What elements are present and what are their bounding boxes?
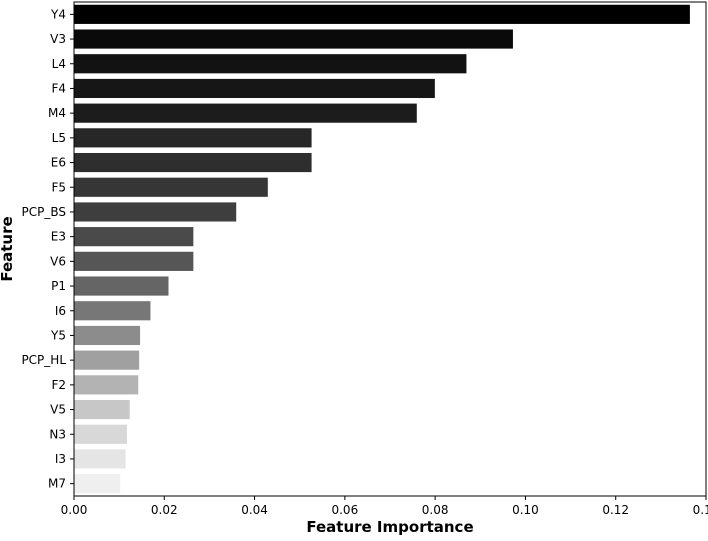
y-tick-label: F4 [51, 81, 66, 95]
y-axis-ticks: Y4 V3 L4 F4 M4 L5 E6 F5 PCP_BS E3 V6 P1 I6 Y5 PCP_HL F2… [21, 7, 74, 491]
y-axis-title: Feature [0, 216, 16, 281]
bar-v5 [73, 399, 131, 420]
bar-e6 [73, 152, 313, 173]
y-tick-label: PCP_BS [22, 205, 67, 219]
y-tick-label: V5 [50, 403, 66, 417]
y-tick-label: Y5 [50, 328, 66, 342]
x-tick-label: 0.04 [241, 503, 268, 517]
bar-i3 [73, 448, 127, 470]
bar-l5 [73, 127, 313, 149]
y-tick-label: V6 [50, 254, 66, 268]
bars-group [73, 4, 691, 494]
bar-l4 [73, 53, 468, 74]
x-axis-ticks: 0.00 0.02 0.04 0.06 0.08 0.10 0.12 0.14 [61, 496, 708, 517]
bar-pcp-hl [73, 349, 140, 371]
bar-m4 [73, 102, 418, 124]
bar-e3 [73, 226, 194, 247]
y-tick-label: Y4 [50, 7, 66, 21]
x-tick-label: 0.14 [693, 503, 708, 517]
y-tick-label: V3 [50, 32, 66, 46]
bar-v6 [73, 251, 194, 272]
bar-n3 [73, 424, 128, 445]
x-tick-label: 0.12 [602, 503, 629, 517]
y-tick-label: M4 [48, 106, 66, 120]
y-tick-label: M7 [48, 477, 66, 491]
y-tick-label: N3 [49, 427, 66, 441]
bar-p1 [73, 275, 170, 297]
bar-f4 [73, 78, 436, 99]
y-tick-label: E6 [51, 156, 66, 170]
bar-f5 [73, 177, 269, 198]
y-tick-label: P1 [51, 279, 66, 293]
x-tick-label: 0.08 [422, 503, 449, 517]
x-tick-label: 0.00 [61, 503, 88, 517]
y-tick-label: I3 [55, 452, 66, 466]
y-tick-label: L5 [52, 131, 66, 145]
bar-f2 [73, 374, 139, 396]
y-tick-label: F2 [51, 378, 66, 392]
x-axis-title: Feature Importance [306, 518, 473, 536]
x-tick-label: 0.10 [512, 503, 539, 517]
x-tick-label: 0.06 [331, 503, 358, 517]
y-tick-label: I6 [55, 304, 66, 318]
y-tick-label: PCP_HL [21, 353, 66, 367]
bar-pcp-bs [73, 201, 237, 223]
bar-i6 [73, 300, 152, 321]
y-tick-label: L4 [52, 57, 66, 71]
plot-frame [73, 1, 707, 497]
bar-y5 [73, 325, 141, 346]
x-tick-label: 0.02 [151, 503, 178, 517]
bar-m7 [73, 473, 121, 494]
bar-v3 [73, 28, 514, 50]
y-tick-label: F5 [51, 180, 66, 194]
y-tick-label: E3 [51, 230, 66, 244]
bar-y4 [73, 4, 691, 25]
